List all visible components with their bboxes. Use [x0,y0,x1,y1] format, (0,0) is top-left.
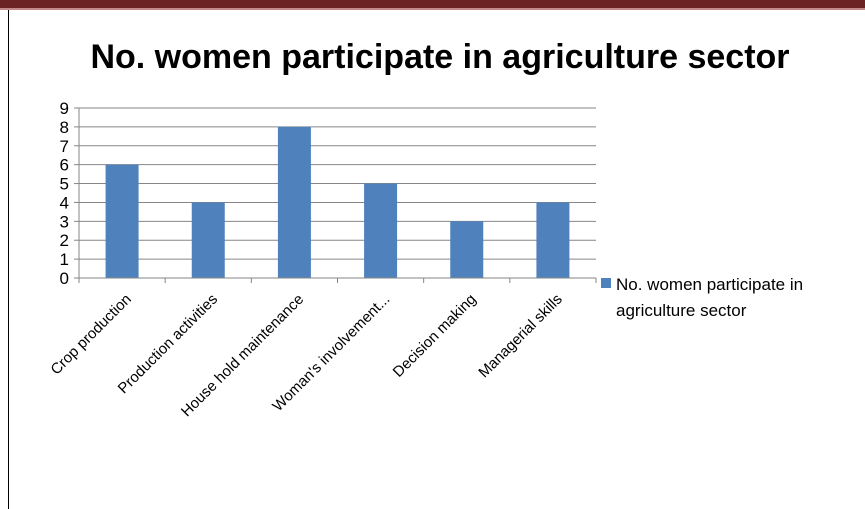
legend: No. women participate in agriculture sec… [601,275,803,320]
x-category-label: Decision making [390,291,480,381]
chart-title: No. women participate in agriculture sec… [90,38,789,76]
y-tick-label: 0 [60,269,69,288]
bar-0 [105,164,139,278]
y-tick-label: 3 [60,212,69,231]
legend-label-line-1: No. women participate in [616,275,803,294]
y-tick-label: 7 [60,137,69,156]
y-tick-label: 2 [60,231,69,250]
bar-5 [536,202,570,278]
top-border-line [0,8,865,10]
x-category-label: Crop production [47,291,134,378]
y-tick-label: 9 [60,99,69,118]
x-category-label: Managerial skills [475,291,565,381]
bar-3 [364,183,398,278]
bar-1 [191,202,225,278]
y-tick-label: 6 [60,156,69,175]
y-tick-label: 8 [60,118,69,137]
y-tick-label: 5 [60,175,69,194]
left-border-line [8,10,9,509]
legend-swatch [601,278,611,288]
bar-4 [450,221,484,278]
y-tick-label: 1 [60,250,69,269]
y-tick-label: 4 [60,193,69,212]
bar-2 [277,126,311,278]
axes [74,107,597,283]
bars [105,126,570,278]
gridlines [79,107,596,260]
legend-label-line-2: agriculture sector [616,301,747,320]
top-border-bar [0,0,865,8]
